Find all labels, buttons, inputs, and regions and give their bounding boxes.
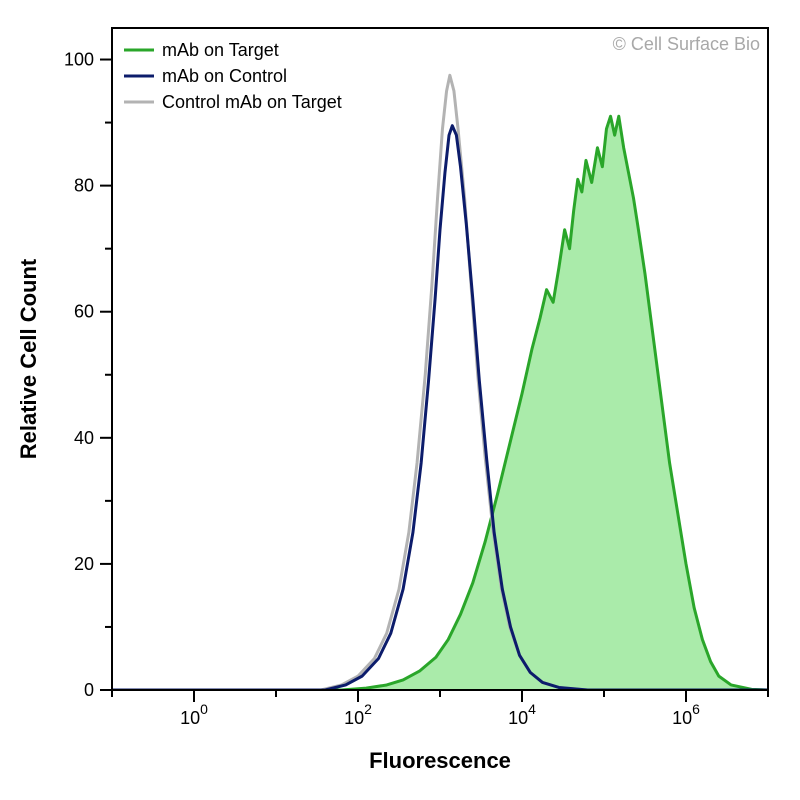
y-tick-label: 80 <box>74 176 94 196</box>
x-axis-title: Fluorescence <box>369 748 511 773</box>
legend-label: Control mAb on Target <box>162 92 342 112</box>
legend-label: mAb on Target <box>162 40 279 60</box>
y-tick-label: 40 <box>74 428 94 448</box>
y-tick-label: 20 <box>74 554 94 574</box>
y-tick-label: 60 <box>74 302 94 322</box>
flow-cytometry-chart: 100102104106020406080100FluorescenceRela… <box>0 0 800 800</box>
y-tick-label: 100 <box>64 50 94 70</box>
chart-svg: 100102104106020406080100FluorescenceRela… <box>0 0 800 800</box>
copyright-text: © Cell Surface Bio <box>613 34 760 54</box>
y-axis-title: Relative Cell Count <box>16 258 41 459</box>
legend-label: mAb on Control <box>162 66 287 86</box>
y-tick-label: 0 <box>84 680 94 700</box>
